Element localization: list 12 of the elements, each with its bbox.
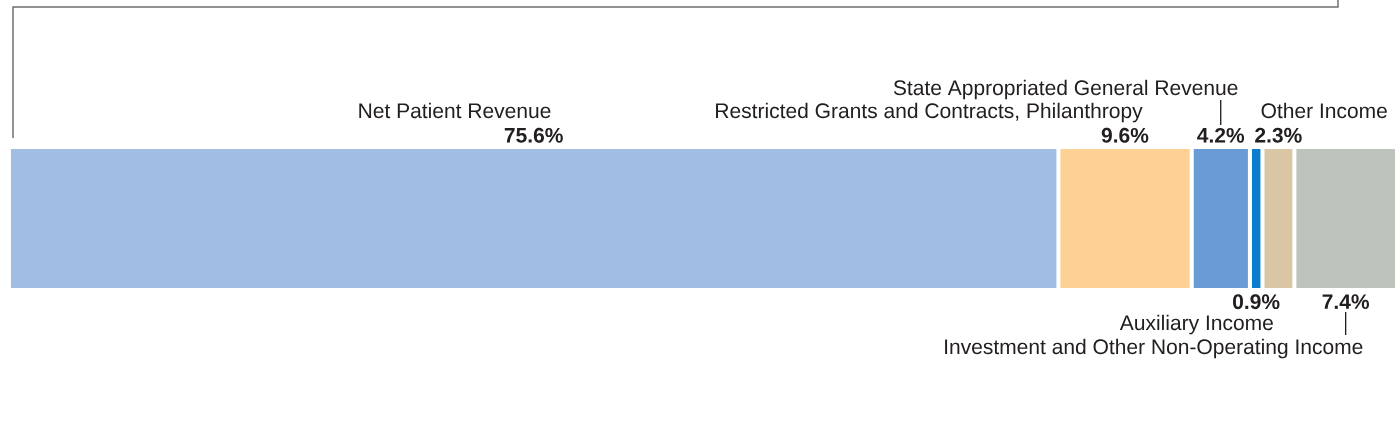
- series-label: Restricted Grants and Contracts, Philanthropy: [716, 102, 1143, 123]
- series-label: Net Patient Revenue: [359, 102, 551, 119]
- series-label: Other Income: [1261, 102, 1387, 119]
- data-label: 2.3%: [1255, 127, 1302, 143]
- text: State Appropriated General Revenue: [893, 79, 1238, 100]
- series-label: Auxiliary Income: [1119, 314, 1273, 335]
- data-label: 9.6%: [1101, 127, 1149, 143]
- text: Investment and Other Non-Operating Income: [945, 338, 1363, 359]
- data-label: 4.2%: [1197, 127, 1245, 143]
- data-label: 75.6%: [504, 127, 563, 143]
- data-label: 0.9%: [1233, 294, 1280, 310]
- data-label: 7.4%: [1322, 294, 1370, 310]
